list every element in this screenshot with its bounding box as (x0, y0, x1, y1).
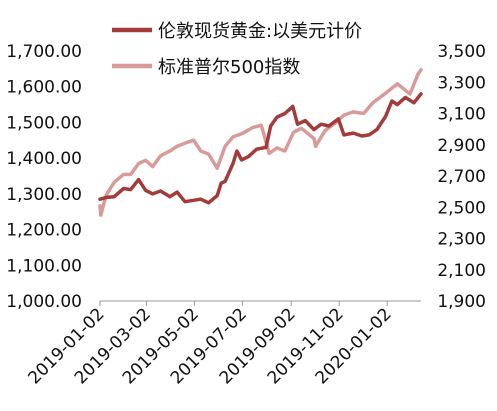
left-y-tick-label: 1,300.00 (6, 185, 82, 205)
right-y-tick-label: 2,500 (437, 198, 486, 218)
right-y-tick-label: 1,900 (437, 292, 486, 312)
right-y-tick-label: 3,100 (437, 105, 486, 125)
right-y-axis: 1,900 2,100 2,300 2,500 2,700 2,900 3,100 3,300… (437, 42, 486, 312)
left-y-tick-label: 1,000.00 (6, 292, 82, 312)
gold-price-line (98, 92, 423, 205)
legend-label: 伦敦现货黄金:以美元计价 (158, 21, 362, 42)
left-y-tick-label: 1,400.00 (6, 149, 82, 169)
right-y-tick-label: 2,900 (437, 136, 486, 156)
left-y-tick-label: 1,100.00 (6, 256, 82, 276)
right-y-tick-label: 3,300 (437, 73, 486, 93)
left-y-tick-label: 1,700.00 (6, 42, 82, 62)
sp500-line (98, 68, 423, 217)
left-y-axis: 1,000.00 1,100.00 1,200.00 1,300.00 1,400.00… (6, 42, 82, 312)
x-axis: 2019-01-022019-03-022019-05-022019-07-02… (25, 301, 396, 388)
series-layer (98, 68, 423, 217)
right-y-tick-label: 3,500 (437, 42, 486, 62)
right-y-tick-label: 2,300 (437, 230, 486, 250)
right-y-tick-label: 2,100 (437, 261, 486, 281)
left-y-tick-label: 1,500.00 (6, 113, 82, 133)
legend-label: 标准普尔500指数 (158, 57, 300, 78)
left-y-tick-label: 1,200.00 (6, 221, 82, 241)
right-y-tick-label: 2,700 (437, 167, 486, 187)
left-y-tick-label: 1,600.00 (6, 78, 82, 98)
